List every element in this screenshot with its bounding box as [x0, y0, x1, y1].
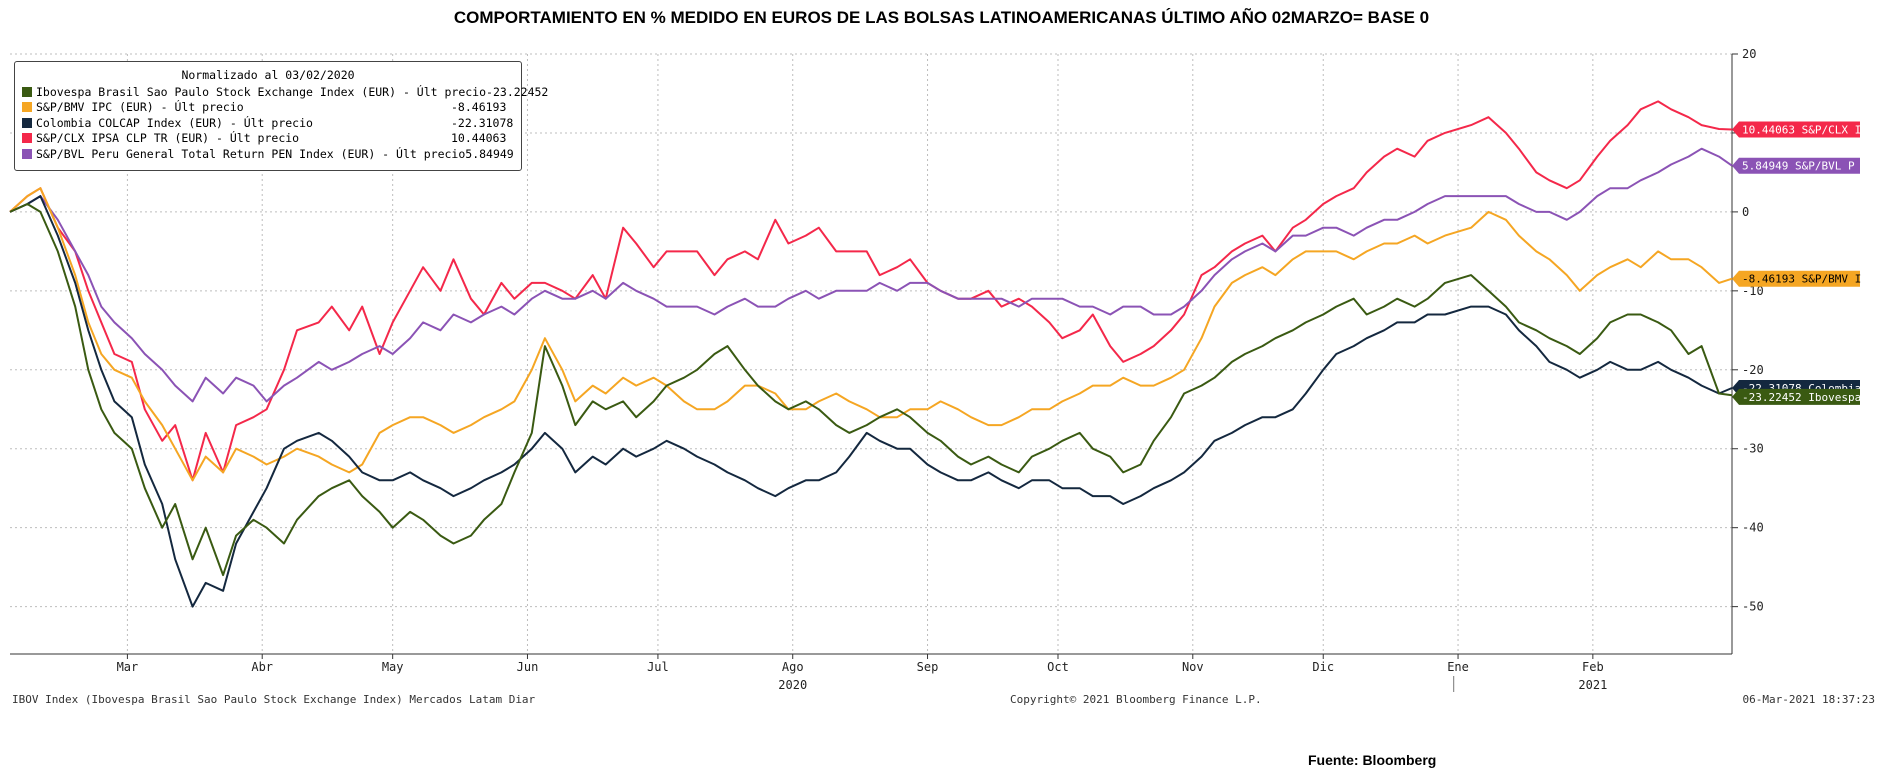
last-value-tag: -8.46193 S&P/BMV I: [1732, 270, 1861, 287]
footer-copyright: Copyright© 2021 Bloomberg Finance L.P.: [1010, 693, 1262, 706]
legend-entry-mexico: S&P/BMV IPC (EUR) - Últ precio -8.46193: [15, 100, 521, 116]
x-year-label: 2020: [778, 678, 807, 692]
legend-entry-colombia: Colombia COLCAP Index (EUR) - Últ precio…: [15, 115, 521, 131]
x-tick-label: Ago: [782, 660, 804, 674]
last-value-tag: -23.22452 Ibovespa: [1732, 388, 1861, 405]
x-tick-label: Feb: [1582, 660, 1604, 674]
legend-swatch: [22, 117, 32, 128]
x-tick-label: Jun: [517, 660, 539, 674]
chart-title: COMPORTAMIENTO EN % MEDIDO EN EUROS DE L…: [453, 8, 1430, 27]
series-line: [9, 147, 1733, 403]
series-line: [9, 187, 1733, 482]
last-value-tag-bg: [1732, 270, 1860, 287]
last-value-tag: 5.84949 S&P/BVL P: [1732, 157, 1860, 174]
series-line: [9, 100, 1733, 482]
footer-security-description: IBOV Index (Ibovespa Brasil Sao Paulo St…: [12, 693, 536, 706]
source-note: Fuente: Bloomberg: [1308, 752, 1437, 768]
legend-value: -22.31078: [451, 115, 514, 130]
last-value-tag-label: -23.22452 Ibovespa: [1742, 391, 1861, 404]
legend-label: Colombia COLCAP Index (EUR) - Últ precio: [36, 115, 313, 130]
legend-label: S&P/BMV IPC (EUR) - Últ precio: [36, 100, 244, 115]
last-value-tags: 10.44063 S&P/CLX I 5.84949 S&P/BVL P -8.46…: [1732, 121, 1861, 405]
legend-label: S&P/BVL Peru General Total Return PEN In…: [36, 146, 466, 161]
last-value-tag-label: -8.46193 S&P/BMV I: [1742, 273, 1861, 286]
x-year-label: 2021: [1578, 678, 1607, 692]
legend-swatch: [22, 133, 32, 144]
y-tick-label: -20: [1742, 363, 1764, 377]
legend-label: Ibovespa Brasil Sao Paulo Stock Exchange…: [36, 84, 487, 99]
x-tick-label: May: [382, 660, 404, 674]
y-tick-label: 0: [1742, 205, 1749, 219]
series-line: [9, 195, 1733, 608]
legend-value: 10.44063: [451, 131, 507, 146]
legend-value: -23.22452: [486, 84, 549, 99]
last-value-tag-bg: [1732, 121, 1860, 138]
x-tick-label: Oct: [1047, 660, 1069, 674]
y-tick-label: -30: [1742, 442, 1764, 456]
y-tick-label: -10: [1742, 284, 1764, 298]
legend-entry-peru: S&P/BVL Peru General Total Return PEN In…: [15, 146, 521, 162]
y-tick-label: 20: [1742, 47, 1756, 61]
x-tick-label: Ene: [1447, 660, 1469, 674]
legend-entry-ibovespa: Ibovespa Brasil Sao Paulo Stock Exchange…: [15, 84, 548, 100]
last-value-tag: 10.44063 S&P/CLX I: [1732, 121, 1861, 138]
x-tick-label: Abr: [251, 660, 273, 674]
x-tick-label: Jul: [647, 660, 669, 674]
legend-swatch: [22, 102, 32, 113]
x-tick-label: Sep: [917, 660, 939, 674]
legend-entry-chile: S&P/CLX IPSA CLP TR (EUR) - Últ precio 1…: [15, 131, 521, 147]
footer-timestamp: 06-Mar-2021 18:37:23: [1742, 693, 1875, 706]
x-tick-label: Nov: [1182, 660, 1204, 674]
legend-title: Normalizado al 03/02/2020: [181, 68, 355, 82]
last-value-tag-bg: [1732, 388, 1860, 405]
legend-swatch: [22, 86, 32, 97]
y-tick-label: -40: [1742, 521, 1764, 535]
axes: 20100-10-20-30-40-50MarAbrMayJunJulAgoSe…: [10, 47, 1764, 692]
chart-legend: Normalizado al 03/02/2020 Ibovespa Brasi…: [14, 61, 548, 171]
legend-value: -8.46193: [451, 100, 507, 115]
last-value-tag-label: 10.44063 S&P/CLX I: [1742, 123, 1861, 136]
series-line: [9, 203, 1733, 577]
legend-swatch: [22, 148, 32, 159]
x-tick-label: Mar: [117, 660, 139, 674]
y-tick-label: -50: [1742, 600, 1764, 614]
last-value-tag-bg: [1732, 157, 1860, 174]
legend-value: 5.84949: [465, 146, 514, 161]
series-lines: [9, 100, 1733, 608]
x-tick-label: Dic: [1312, 660, 1334, 674]
legend-label: S&P/CLX IPSA CLP TR (EUR) - Últ precio: [36, 131, 300, 146]
last-value-tag-label: 5.84949 S&P/BVL P: [1742, 160, 1855, 173]
